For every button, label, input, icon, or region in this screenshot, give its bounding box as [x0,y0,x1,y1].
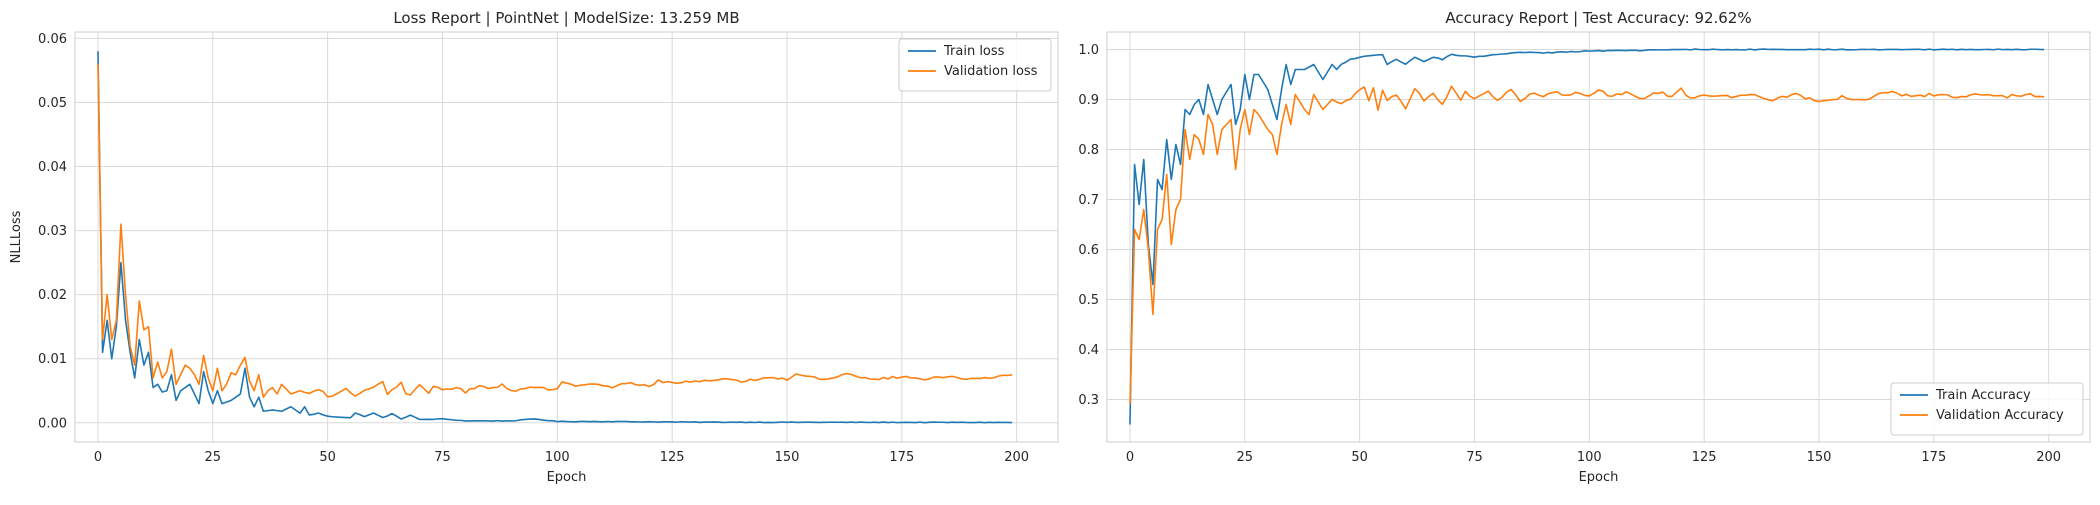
x-tick-label: 75 [434,450,451,465]
y-tick-label: 0.9 [1078,93,1099,108]
y-tick-label: 0.01 [38,352,67,367]
y-tick-label: 0.6 [1078,243,1099,258]
x-tick-label: 0 [1126,450,1134,465]
chart-title: Loss Report | PointNet | ModelSize: 13.2… [393,9,739,27]
series-line-train-loss [97,51,1013,424]
x-tick-label: 50 [1351,450,1368,465]
x-tick-label: 100 [1577,450,1602,465]
legend-label: Train loss [943,44,1005,59]
y-tick-label: 0.00 [38,416,67,431]
chart-title: Accuracy Report | Test Accuracy: 92.62% [1445,9,1751,27]
y-tick-label: 0.8 [1078,143,1099,158]
legend: Train loss Validation loss [898,38,1052,92]
x-tick-label: 75 [1466,450,1483,465]
legend-label: Validation Accuracy [1936,408,2064,423]
x-tick-label: 25 [205,450,222,465]
x-tick-label: 125 [660,450,685,465]
y-tick-label: 0.4 [1078,343,1099,358]
y-tick-label: 0.5 [1078,293,1099,308]
x-tick-label: 50 [319,450,336,465]
chart-panel-1: 0 25 50 75 100 125 150 175 200 0.3 0.4 0.5 0.6 0.7 0.8… [1078,9,2091,485]
y-tick-label: 0.06 [38,32,67,47]
x-tick-label: 25 [1237,450,1254,465]
axes-frame [1106,31,2091,443]
x-tick-label: 175 [889,450,914,465]
chart-panel-0: 0 25 50 75 100 125 150 175 200 0.00 0.01 0.02 0.03 0.… [9,9,1059,485]
x-axis-label: Epoch [547,470,587,485]
legend-box [898,38,1052,92]
legend-box [1890,382,2084,436]
legend: Train Accuracy Validation Accuracy [1890,382,2084,436]
y-axis-label: NLLLoss [9,210,24,263]
legend-label: Validation loss [944,64,1038,79]
x-tick-label: 200 [2036,450,2061,465]
y-tick-label: 0.02 [38,288,67,303]
y-tick-label: 0.7 [1078,193,1099,208]
legend-label: Train Accuracy [1935,388,2031,403]
x-axis-label: Epoch [1579,470,1619,485]
x-tick-label: 0 [94,450,102,465]
series-line-train-accuracy [1129,48,2045,425]
x-tick-label: 150 [775,450,800,465]
axes-frame [74,31,1059,443]
x-tick-label: 100 [545,450,570,465]
x-tick-label: 200 [1004,450,1029,465]
series-line-validation-loss [97,64,1013,398]
x-tick-label: 125 [1692,450,1717,465]
y-tick-label: 0.3 [1078,393,1099,408]
y-tick-label: 0.04 [38,160,67,175]
y-tick-label: 0.05 [38,96,67,111]
x-tick-label: 175 [1921,450,1946,465]
x-tick-label: 150 [1807,450,1832,465]
series-line-validation-accuracy [1129,85,2045,405]
y-tick-label: 1.0 [1078,43,1099,58]
y-tick-label: 0.03 [38,224,67,239]
